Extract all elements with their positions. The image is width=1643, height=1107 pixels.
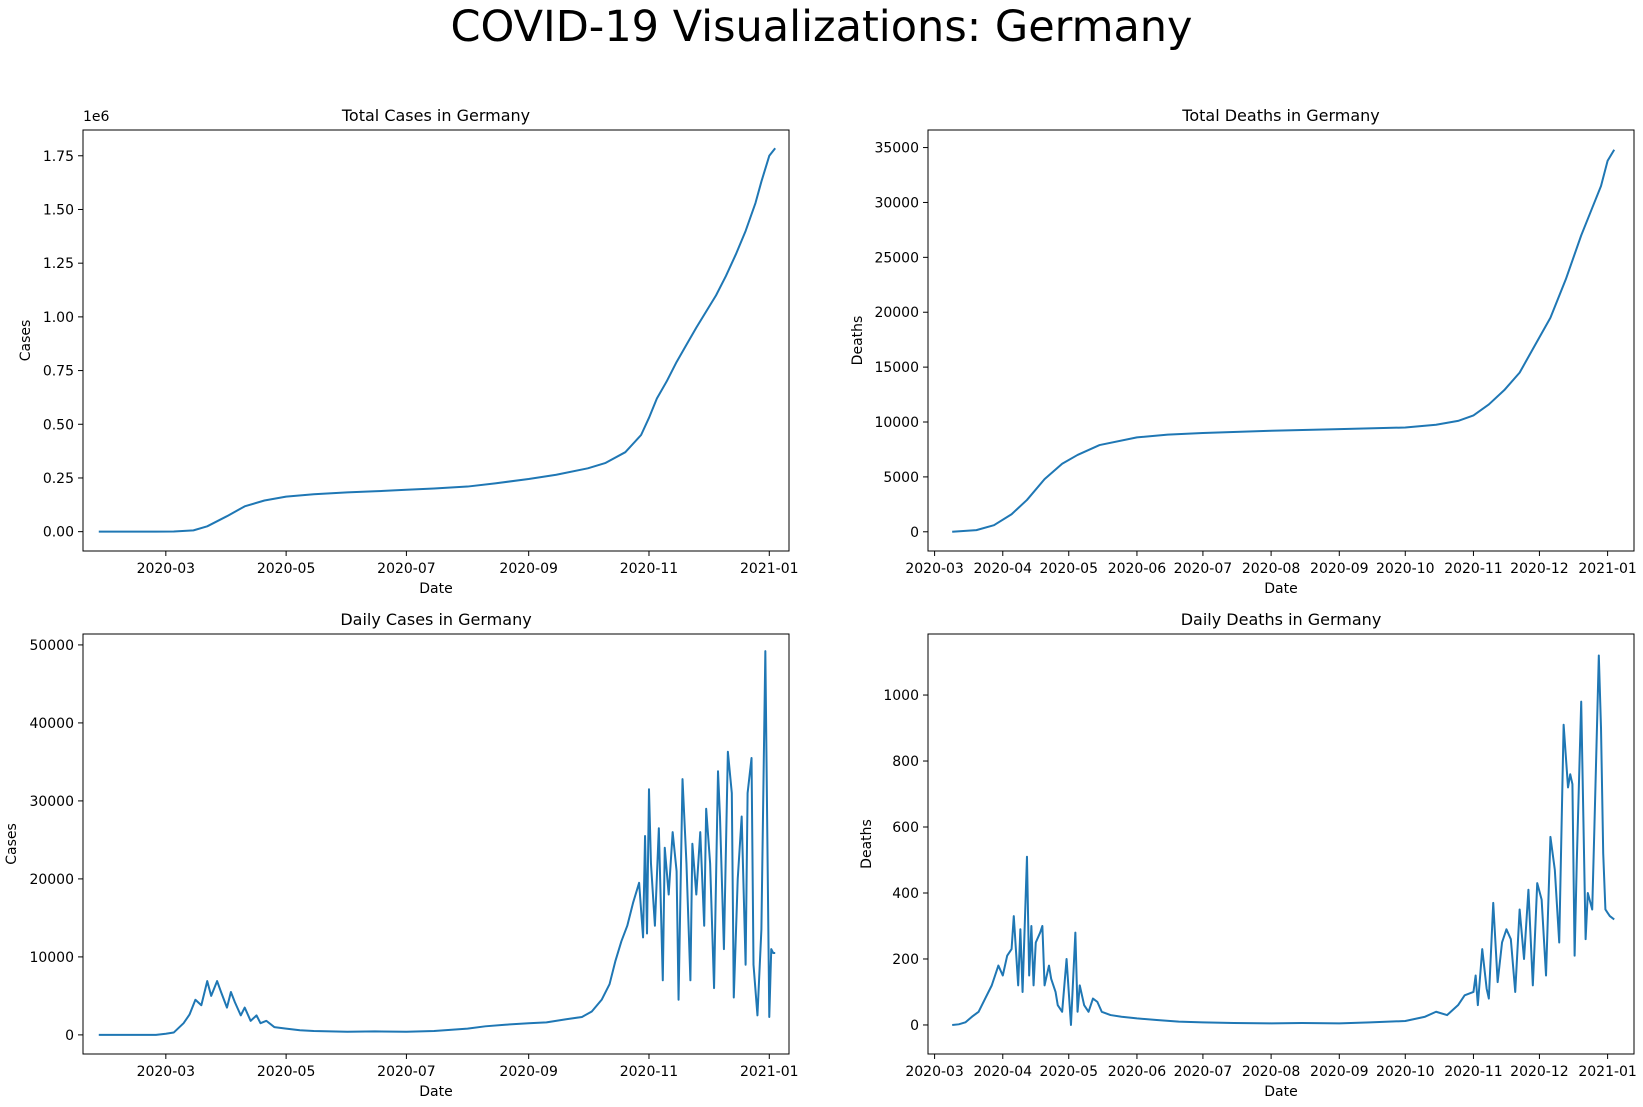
x-tick-label: 2020-10 <box>1376 561 1435 577</box>
total-deaths-axes-frame <box>927 129 1635 552</box>
y-tick-label: 1000 <box>883 688 919 704</box>
y-tick-label: 0 <box>65 1028 74 1044</box>
y-tick-label: 400 <box>892 886 919 902</box>
x-tick-label: 2020-06 <box>1108 561 1167 577</box>
daily-deaths-title: Daily Deaths in Germany <box>1181 610 1382 629</box>
x-tick-label: 2020-03 <box>905 561 964 577</box>
x-tick-label: 2020-07 <box>1174 1064 1233 1080</box>
y-tick-label: 50000 <box>29 638 74 654</box>
x-tick-label: 2020-11 <box>620 1064 679 1080</box>
x-tick-label: 2020-10 <box>1376 1064 1435 1080</box>
figure-title: COVID-19 Visualizations: Germany <box>450 2 1193 52</box>
x-tick-label: 2020-08 <box>1242 561 1301 577</box>
y-tick-label: 800 <box>892 754 919 770</box>
y-tick-label: 0.25 <box>43 471 74 487</box>
y-tick-label: 30000 <box>29 794 74 810</box>
total-cases-line <box>98 147 776 533</box>
daily-cases-chart: Daily Cases in Germany 2020-03 2020-05 2020… <box>4 610 799 1100</box>
x-tick-label: 2020-05 <box>257 561 316 577</box>
y-tick-label: 600 <box>892 820 919 836</box>
y-tick-label: 25000 <box>874 250 919 266</box>
x-tick-label: 2020-03 <box>137 1064 196 1080</box>
y-tick-label: 0.00 <box>43 525 74 541</box>
x-tick-label: 2020-04 <box>974 561 1033 577</box>
x-tick-label: 2021-01 <box>740 561 799 577</box>
x-tick-label: 2020-09 <box>1310 561 1369 577</box>
total-cases-axes-frame <box>82 129 790 552</box>
y-tick-label: 0 <box>910 1018 919 1034</box>
y-tick-label: 15000 <box>874 360 919 376</box>
x-tick-label: 2020-11 <box>1444 1064 1503 1080</box>
y-tick-label: 0 <box>910 525 919 541</box>
x-tick-label: 2020-05 <box>257 1064 316 1080</box>
x-tick-label: 2020-05 <box>1040 561 1099 577</box>
y-tick-label: 35000 <box>874 141 919 157</box>
x-tick-label: 2020-11 <box>620 561 679 577</box>
total-deaths-chart: Total Deaths in Germany 2020-03 2020-04 202… <box>850 106 1637 597</box>
total-deaths-ylabel: Deaths <box>850 316 866 366</box>
y-tick-label: 200 <box>892 952 919 968</box>
y-tick-label: 30000 <box>874 195 919 211</box>
daily-deaths-chart: Daily Deaths in Germany 2020-03 2020-04 202… <box>859 610 1637 1100</box>
daily-deaths-xlabel: Date <box>1264 1084 1297 1100</box>
total-cases-chart: Total Cases in Germany 2020-03 2020-05 2020… <box>18 106 799 597</box>
daily-cases-title: Daily Cases in Germany <box>340 610 531 629</box>
x-tick-label: 2020-06 <box>1108 1064 1167 1080</box>
x-tick-label: 2020-11 <box>1444 561 1503 577</box>
x-tick-label: 2020-07 <box>377 561 436 577</box>
y-tick-label: 20000 <box>874 305 919 321</box>
x-tick-label: 2020-09 <box>499 1064 558 1080</box>
x-tick-label: 2020-03 <box>137 561 196 577</box>
x-tick-label: 2020-03 <box>905 1064 964 1080</box>
x-tick-label: 2020-09 <box>1310 1064 1369 1080</box>
y-tick-label: 20000 <box>29 872 74 888</box>
x-tick-label: 2021-01 <box>1578 1064 1637 1080</box>
y-tick-label: 40000 <box>29 716 74 732</box>
total-cases-offset-label: 1e6 <box>83 109 110 125</box>
y-tick-label: 10000 <box>874 415 919 431</box>
x-tick-label: 2020-12 <box>1510 1064 1569 1080</box>
daily-cases-axes-frame <box>82 633 790 1055</box>
y-tick-label: 0.50 <box>43 417 74 433</box>
x-tick-label: 2020-07 <box>377 1064 436 1080</box>
daily-cases-ylabel: Cases <box>4 823 20 865</box>
y-tick-label: 1.00 <box>43 310 74 326</box>
y-tick-label: 10000 <box>29 950 74 966</box>
x-tick-label: 2020-07 <box>1174 561 1233 577</box>
total-deaths-line <box>952 149 1616 533</box>
x-tick-label: 2020-05 <box>1040 1064 1099 1080</box>
daily-cases-xlabel: Date <box>419 1084 452 1100</box>
x-tick-label: 2020-12 <box>1510 561 1569 577</box>
daily-cases-line <box>98 650 776 1036</box>
x-tick-label: 2021-01 <box>1578 561 1637 577</box>
x-tick-label: 2021-01 <box>740 1064 799 1080</box>
total-deaths-xlabel: Date <box>1264 581 1297 597</box>
y-tick-label: 5000 <box>883 470 919 486</box>
daily-deaths-line <box>952 654 1615 1026</box>
x-tick-label: 2020-04 <box>974 1064 1033 1080</box>
total-cases-ylabel: Cases <box>18 320 34 362</box>
total-cases-xlabel: Date <box>419 581 452 597</box>
daily-deaths-ylabel: Deaths <box>859 819 875 869</box>
y-tick-label: 1.50 <box>43 202 74 218</box>
total-cases-title: Total Cases in Germany <box>341 106 530 125</box>
daily-deaths-axes-frame <box>927 633 1635 1055</box>
total-deaths-title: Total Deaths in Germany <box>1181 106 1379 125</box>
x-tick-label: 2020-09 <box>499 561 558 577</box>
y-tick-label: 0.75 <box>43 364 74 380</box>
y-tick-label: 1.25 <box>43 256 74 272</box>
y-tick-label: 1.75 <box>43 149 74 165</box>
x-tick-label: 2020-08 <box>1242 1064 1301 1080</box>
